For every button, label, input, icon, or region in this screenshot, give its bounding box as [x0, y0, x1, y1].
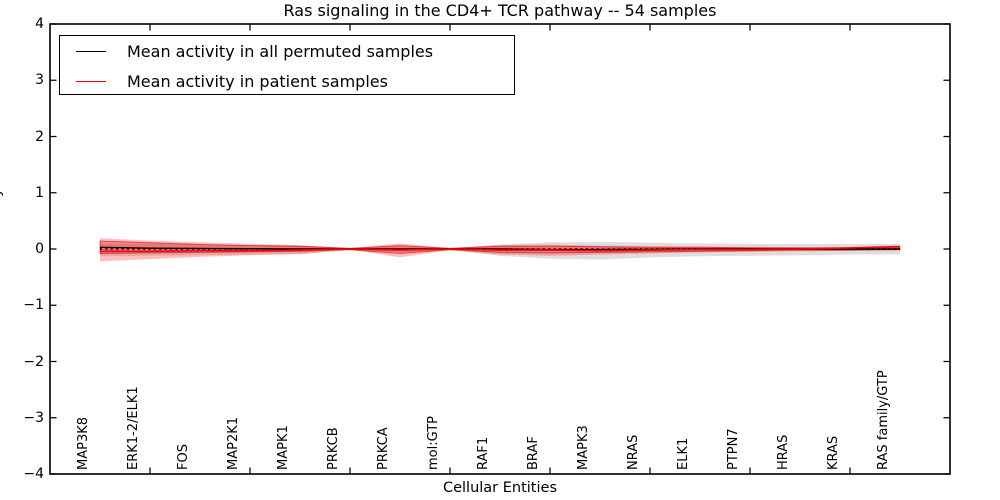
y-tick-label: −1 — [23, 297, 44, 314]
y-axis-label: Inferred Activity — [0, 188, 4, 304]
y-tick-label: −4 — [23, 466, 44, 482]
x-tick-label: PTPN7 — [726, 428, 741, 470]
legend-entry-permuted: Mean activity in all permuted samples — [60, 36, 514, 66]
x-tick-label: mol:GTP — [426, 416, 441, 470]
x-tick-label: MAPK3 — [576, 425, 591, 470]
x-axis-label: Cellular Entities — [442, 480, 558, 496]
y-tick-label: 4 — [35, 16, 44, 32]
y-tick-label: 1 — [35, 184, 44, 201]
x-tick-label: HRAS — [776, 434, 791, 470]
legend-label-permuted: Mean activity in all permuted samples — [127, 41, 434, 61]
legend-line-sample-black — [76, 51, 106, 52]
y-tick-label: −2 — [23, 353, 44, 370]
y-tick-label: −3 — [23, 409, 44, 426]
y-tick-label: 2 — [35, 128, 44, 145]
legend-box: Mean activity in all permuted samples Me… — [59, 35, 515, 95]
x-tick-label: RAF1 — [476, 436, 491, 470]
x-tick-label: ELK1 — [676, 437, 691, 470]
x-tick-label: KRAS — [826, 435, 841, 470]
legend-line-sample-red — [76, 81, 106, 82]
x-tick-label: MAP2K1 — [226, 416, 241, 470]
y-tick-label: 0 — [35, 241, 44, 257]
x-tick-label: FOS — [176, 444, 191, 470]
x-tick-label: MAPK1 — [276, 425, 291, 470]
x-tick-label: RAS family/GTP — [876, 370, 891, 470]
legend-label-patient: Mean activity in patient samples — [127, 71, 388, 91]
chart-title: Ras signaling in the CD4+ TCR pathway --… — [283, 1, 717, 20]
patient-mean-line — [100, 245, 901, 253]
x-tick-label: PRKCA — [376, 427, 391, 470]
x-tick-label: ERK1-2/ELK1 — [126, 386, 141, 470]
x-tick-label: NRAS — [626, 434, 641, 470]
x-tick-label: BRAF — [526, 436, 541, 470]
legend-entry-patient: Mean activity in patient samples — [60, 66, 514, 96]
y-tick-label: 3 — [35, 72, 44, 89]
x-tick-label: PRKCB — [326, 427, 341, 470]
x-tick-label: MAP3K8 — [76, 416, 91, 470]
